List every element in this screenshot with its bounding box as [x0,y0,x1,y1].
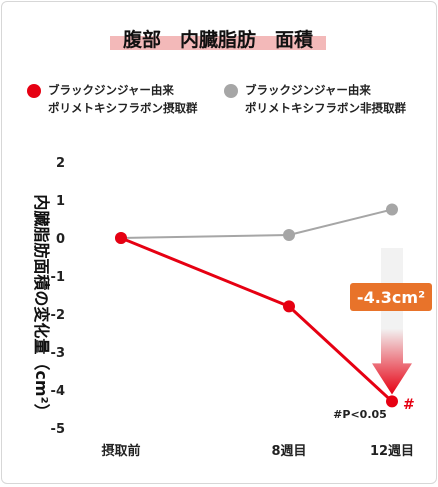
significance-mark: # [403,397,415,413]
data-point-non-intake [386,203,398,216]
y-tick-label: 1 [56,194,65,209]
significance-note: #P<0.05 [333,408,387,421]
y-axis-label: 内臓脂肪面積の変化量（cm²） [32,194,51,419]
y-tick-label: -3 [51,346,65,361]
legend-label-intake-line2: ポリメトキシフラボン摂取群 [48,101,198,115]
legend-swatch-intake [27,84,41,98]
difference-callout [350,283,432,311]
legend-label-non-intake-line1: ブラックジンジャー由来 [245,83,371,97]
y-tick-label: -2 [51,308,65,323]
series-line-non-intake [120,208,393,239]
difference-callout-label: -4.3cm² [357,288,425,307]
x-tick-label: 8週目 [271,444,306,459]
legend-label-intake-line1: ブラックジンジャー由来 [48,83,174,97]
x-axis-ticks: 摂取前 8週目 12週目 [101,443,414,459]
data-point-non-intake [283,228,295,241]
chart-title: 腹部 内臓脂肪 面積 [122,28,313,51]
y-axis-ticks: 2 1 0 -1 -2 -3 -4 -5 [51,156,65,437]
x-tick-label: 摂取前 [101,443,140,459]
y-tick-label: -1 [51,270,65,285]
data-point-intake [283,300,295,313]
y-tick-label: -4 [51,384,65,399]
title-underline [110,36,326,50]
legend-label-non-intake-line2: ポリメトキシフラボン非摂取群 [245,101,406,115]
y-tick-label: -5 [51,422,65,437]
data-point-intake [115,232,127,244]
x-tick-label: 12週目 [370,444,414,459]
series-layer [115,203,398,408]
y-tick-label: 0 [56,232,65,247]
data-point-intake [386,395,398,408]
legend-swatch-non-intake [224,84,238,98]
difference-arrow [372,248,412,395]
series-line-intake [120,236,394,403]
y-tick-label: 2 [56,156,65,171]
